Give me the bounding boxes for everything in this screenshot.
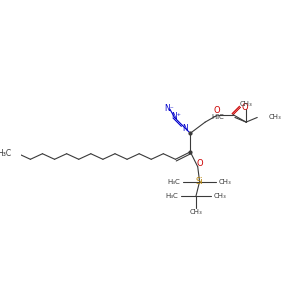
Text: O: O (242, 103, 248, 112)
Text: CH₃: CH₃ (190, 209, 202, 215)
Text: N⁻: N⁻ (164, 104, 174, 113)
Text: O: O (196, 159, 203, 168)
Text: H₃C: H₃C (0, 149, 12, 158)
Text: O: O (214, 106, 220, 116)
Text: H₃C: H₃C (167, 178, 180, 184)
Text: N⁺: N⁺ (171, 112, 181, 121)
Text: H₃C: H₃C (211, 115, 224, 121)
Text: CH₃: CH₃ (240, 101, 252, 107)
Text: N: N (182, 124, 188, 133)
Text: CH₃: CH₃ (219, 178, 232, 184)
Text: H₃C: H₃C (166, 194, 178, 200)
Text: CH₃: CH₃ (214, 194, 226, 200)
Text: Si: Si (196, 177, 203, 186)
Text: CH₃: CH₃ (268, 115, 281, 121)
